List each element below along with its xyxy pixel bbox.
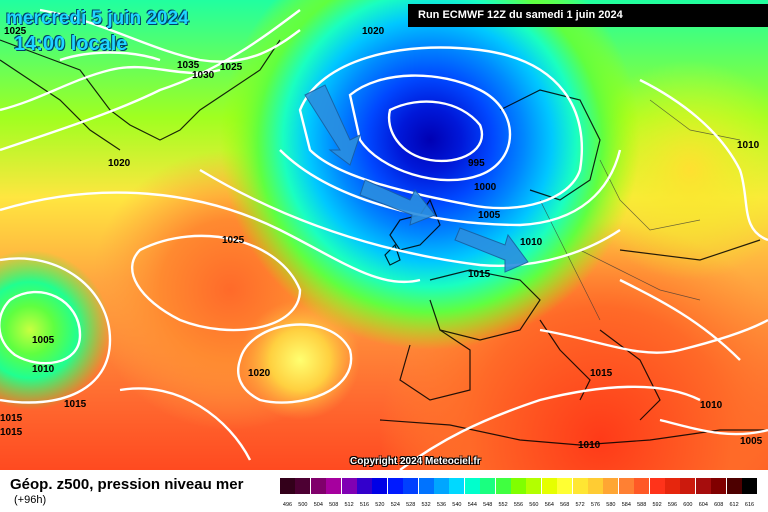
scale-swatch <box>495 478 511 494</box>
scale-tick-label: 588 <box>637 502 647 508</box>
isobar-label: 995 <box>468 158 485 169</box>
isobar-label: 1010 <box>520 237 543 248</box>
coastlines <box>0 39 768 446</box>
isobar-label: 1015 <box>590 368 613 379</box>
isobar-label: 1015 <box>468 269 491 280</box>
scale-swatch <box>434 478 449 494</box>
scale-tick-label: 540 <box>452 502 462 508</box>
scale-tick-label: 580 <box>606 502 616 508</box>
scale-swatch <box>295 478 311 494</box>
scale-swatch <box>326 478 342 494</box>
scale-swatch <box>403 478 419 494</box>
scale-swatch <box>649 478 665 494</box>
scale-swatch <box>341 478 357 494</box>
isobar-label: 1020 <box>108 158 131 169</box>
scale-tick-label: 596 <box>667 502 678 508</box>
scale-tick-label: 568 <box>560 502 570 508</box>
run-info: Run ECMWF 12Z du samedi 1 juin 2024 <box>408 4 768 27</box>
scale-tick-label: 504 <box>313 502 323 508</box>
scale-swatch <box>526 478 542 494</box>
scale-swatch <box>742 478 757 494</box>
scale-swatch <box>449 478 465 494</box>
forecast-time: 14:00 locale <box>14 33 128 55</box>
parameter-title: Géop. z500, pression niveau mer <box>10 476 244 493</box>
scale-tick-label: 516 <box>359 502 370 508</box>
scale-tick-label: 552 <box>498 502 508 508</box>
scale-swatch <box>387 478 403 494</box>
isobar-label: 1000 <box>474 182 497 193</box>
isobar-label: 1005 <box>740 436 763 447</box>
scale-swatch <box>618 478 634 494</box>
isobar-label: 1025 <box>4 26 27 37</box>
isobar-label: 1015 <box>64 399 87 410</box>
isobar-label: 1030 <box>192 70 215 81</box>
scale-tick-label: 576 <box>590 502 601 508</box>
scale-swatch <box>711 478 727 494</box>
scale-tick-label: 556 <box>513 502 524 508</box>
scale-tick-label: 592 <box>652 502 662 508</box>
isobar-label: 1025 <box>222 235 245 246</box>
isobar-label: 1020 <box>362 26 385 37</box>
isobar-label: 1010 <box>32 364 55 375</box>
scale-tick-label: 564 <box>544 502 554 508</box>
forecast-date: mercredi 5 juin 2024 <box>6 8 189 29</box>
scale-tick-label: 584 <box>621 502 631 508</box>
scale-swatch <box>680 478 696 494</box>
scale-tick-label: 608 <box>714 502 724 508</box>
isobar-label: 1015 <box>0 427 23 438</box>
scale-tick-label: 544 <box>467 502 477 508</box>
isobar-label: 1035 <box>177 60 200 71</box>
lead-time: (+96h) <box>14 494 47 506</box>
scale-swatch <box>634 478 650 494</box>
scale-tick-label: 616 <box>744 502 755 508</box>
isobar-label: 1005 <box>32 335 55 346</box>
scale-tick-label: 524 <box>390 502 400 508</box>
scale-tick-label: 560 <box>529 502 539 508</box>
scale-swatch <box>695 478 711 494</box>
scale-tick-label: 532 <box>421 502 431 508</box>
isobars <box>0 8 768 470</box>
scale-tick-label: 572 <box>575 502 585 508</box>
scale-tick-label: 548 <box>483 502 493 508</box>
scale-swatch <box>557 478 573 494</box>
isobar-label: 1015 <box>0 413 23 424</box>
scale-tick-label: 612 <box>729 502 739 508</box>
scale-tick-label: 512 <box>344 502 354 508</box>
scale-tick-label: 500 <box>298 502 308 508</box>
scale-tick-label: 496 <box>282 502 293 508</box>
scale-swatch <box>603 478 619 494</box>
scale-swatch <box>280 478 295 494</box>
scale-tick-label: 536 <box>436 502 447 508</box>
scale-swatch <box>372 478 388 494</box>
isobar-label: 1010 <box>737 140 760 151</box>
scale-swatch <box>418 478 434 494</box>
scale-swatch <box>511 478 526 494</box>
wind-arrows <box>304 84 529 273</box>
scale-swatch <box>541 478 557 494</box>
scale-swatch <box>588 478 603 494</box>
scale-swatch <box>665 478 680 494</box>
scale-tick-label: 520 <box>375 502 385 508</box>
isobar-label: 1010 <box>578 440 601 451</box>
scale-tick-label: 600 <box>683 502 693 508</box>
isobar-label: 1010 <box>700 400 723 411</box>
scale-swatch <box>572 478 588 494</box>
scale-swatch <box>464 478 480 494</box>
isobar-label: 1020 <box>248 368 271 379</box>
scale-swatch <box>726 478 742 494</box>
scale-tick-label: 528 <box>406 502 416 508</box>
isobar-label: 1025 <box>220 62 243 73</box>
copyright: Copyright 2024 Meteociel.fr <box>350 456 481 467</box>
scale-tick-label: 604 <box>698 502 708 508</box>
scale-swatch <box>480 478 496 494</box>
scale-swatch <box>357 478 372 494</box>
isobar-label: 1005 <box>478 210 501 221</box>
scale-swatch <box>310 478 326 494</box>
geopotential-map: 1025 1020 1035 1030 1025 1020 995 1000 1… <box>0 0 768 470</box>
scale-tick-label: 508 <box>329 502 339 508</box>
